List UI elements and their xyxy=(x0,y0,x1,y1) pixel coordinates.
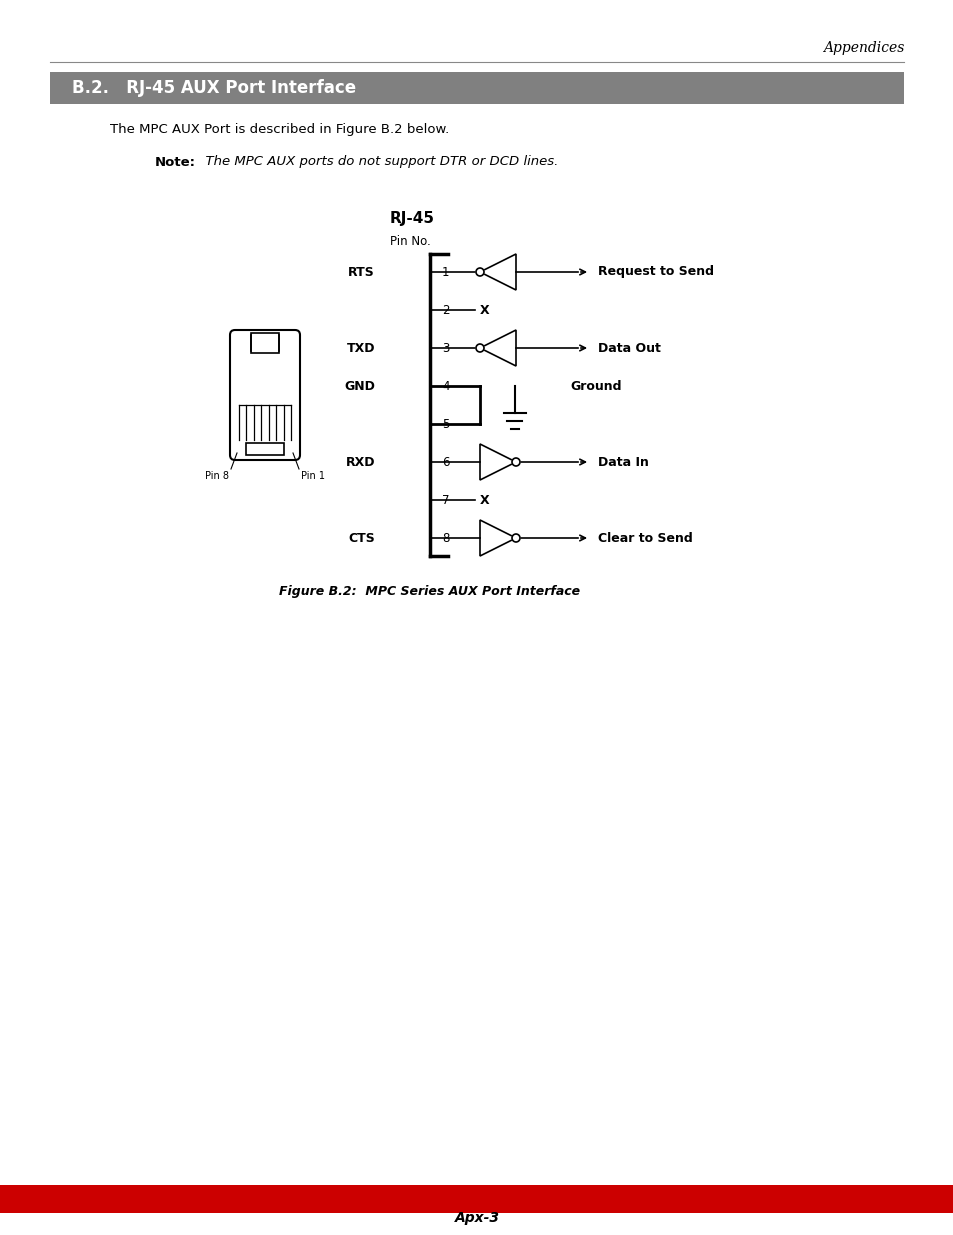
Bar xyxy=(251,333,278,353)
Text: 6: 6 xyxy=(441,456,449,468)
Text: The MPC AUX ports do not support DTR or DCD lines.: The MPC AUX ports do not support DTR or … xyxy=(196,156,558,168)
Text: B.2.   RJ-45 AUX Port Interface: B.2. RJ-45 AUX Port Interface xyxy=(71,79,355,98)
Text: CTS: CTS xyxy=(348,531,375,545)
Bar xyxy=(246,443,284,454)
Text: 3: 3 xyxy=(441,342,449,354)
Text: Apx-3: Apx-3 xyxy=(454,1212,499,1225)
Text: Figure B.2:  MPC Series AUX Port Interface: Figure B.2: MPC Series AUX Port Interfac… xyxy=(279,585,580,598)
Polygon shape xyxy=(479,254,516,290)
Polygon shape xyxy=(479,445,516,480)
Text: RTS: RTS xyxy=(348,266,375,279)
Bar xyxy=(50,72,903,104)
Text: Clear to Send: Clear to Send xyxy=(598,531,692,545)
Text: RJ-45: RJ-45 xyxy=(390,211,435,226)
Text: 7: 7 xyxy=(441,494,449,506)
Circle shape xyxy=(512,458,519,466)
Text: Pin No.: Pin No. xyxy=(390,235,431,248)
Text: Request to Send: Request to Send xyxy=(598,266,713,279)
Polygon shape xyxy=(479,330,516,366)
Text: The MPC AUX Port is described in Figure B.2 below.: The MPC AUX Port is described in Figure … xyxy=(110,124,449,137)
Text: Pin 1: Pin 1 xyxy=(301,471,325,480)
Text: Note:: Note: xyxy=(154,156,195,168)
Text: Data Out: Data Out xyxy=(598,342,660,354)
Text: Data In: Data In xyxy=(598,456,648,468)
Text: Appendices: Appendices xyxy=(821,41,903,56)
Circle shape xyxy=(476,268,483,275)
Text: X: X xyxy=(479,494,489,506)
Text: 5: 5 xyxy=(441,417,449,431)
Text: 8: 8 xyxy=(441,531,449,545)
Bar xyxy=(0,1186,953,1213)
Text: TXD: TXD xyxy=(346,342,375,354)
FancyBboxPatch shape xyxy=(230,330,299,459)
Text: Pin 8: Pin 8 xyxy=(205,471,229,480)
Text: GND: GND xyxy=(344,379,375,393)
Text: 4: 4 xyxy=(441,379,449,393)
Text: X: X xyxy=(479,304,489,316)
Text: 2: 2 xyxy=(441,304,449,316)
Text: RXD: RXD xyxy=(345,456,375,468)
Circle shape xyxy=(476,345,483,352)
Text: 1: 1 xyxy=(441,266,449,279)
Text: Ground: Ground xyxy=(569,379,620,393)
Circle shape xyxy=(512,534,519,542)
Polygon shape xyxy=(479,520,516,556)
